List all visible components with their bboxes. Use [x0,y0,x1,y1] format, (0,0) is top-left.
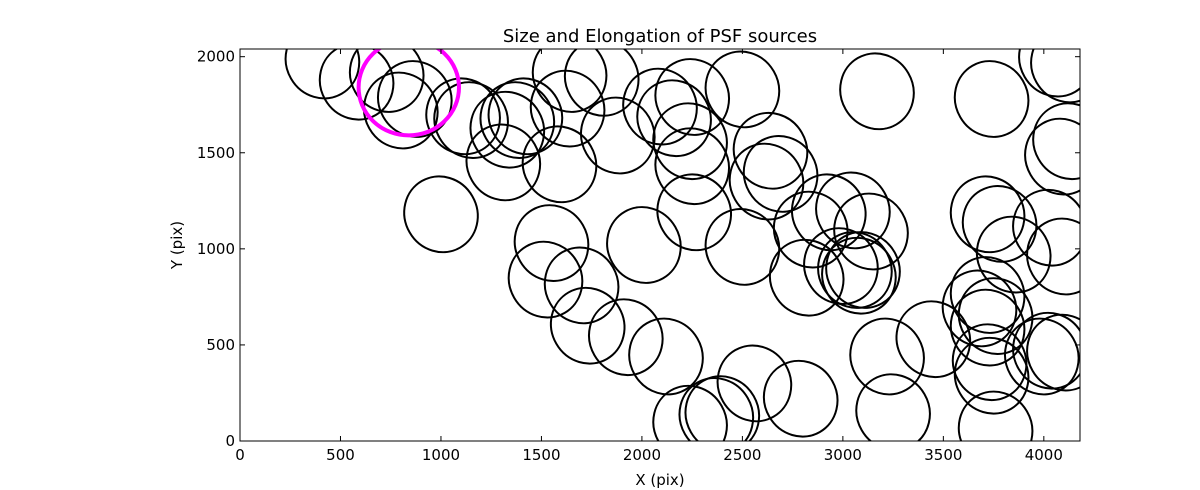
psf-source-ellipse [588,298,664,377]
psf-source-ellipse [704,50,781,129]
psf-source-ellipse [772,190,849,269]
psf-source-ellipse [348,49,425,113]
psf-source-ellipse [839,52,915,131]
psf-source-ellipse [652,384,728,441]
psf-source-ellipse [654,58,730,136]
x-tick-label: 2500 [723,446,761,464]
psf-source-ellipse [762,359,839,438]
psf-source-ellipse [622,67,698,146]
x-axis: 0 500 1000 1500 2000 2500 3000 3500 4000 [235,49,1063,464]
psf-source-ellipse [425,77,501,156]
psf-source-ellipse [716,344,793,423]
psf-source-ellipse [1026,217,1080,296]
x-tick-label: 3000 [824,446,862,464]
psf-source-ellipse [1026,313,1080,392]
x-tick-label: 4000 [1025,446,1063,464]
psf-source-ellipse [957,390,1034,441]
psf-source-ellipse [855,373,931,441]
y-axis-title: Y (pix) [168,221,186,270]
psf-source-ellipse [949,256,1026,334]
psf-source-ellipse [768,238,845,317]
psf-source-ellipse [531,49,608,113]
psf-source-ellipse [815,171,891,250]
psf-source-ellipse [284,49,361,100]
y-tick-label: 1000 [197,240,235,258]
psf-source-ellipse [825,231,901,309]
plot-frame [239,48,1081,442]
psf-source-ellipse [513,204,590,282]
psf-source-ellipse [549,286,626,365]
psf-source-ellipse [465,123,542,202]
x-axis-title: X (pix) [635,471,684,489]
y-tick-label: 500 [206,336,235,354]
psf-source-ellipse [318,49,395,121]
psf-source-ellipse [833,192,909,271]
y-tick-label: 0 [225,432,235,450]
x-tick-label: 0 [235,446,245,464]
psf-source-ellipse [821,236,897,315]
psf-source-ellipse [654,127,730,206]
psf-source-ellipse [1012,311,1080,390]
plot-area [284,49,1080,441]
psf-source-ellipse [656,173,732,252]
psf-source-ellipse [652,102,728,181]
psf-source-ellipse [1018,49,1080,98]
psf-source-ellipse [678,377,755,441]
psf-source-ellipse [636,79,712,158]
psf-source-ellipse [507,240,584,319]
psf-source-ellipse [1032,102,1080,181]
psf-source-ellipse [628,317,704,396]
psf-source-ellipse [543,246,620,325]
psf-source-ellipse [949,175,1026,254]
psf-source-ellipse [803,227,879,305]
psf-source-ellipse [1030,49,1080,104]
psf-source-ellipse [975,215,1052,294]
y-tick-label: 1500 [197,144,235,162]
psf-source-ellipse [521,125,598,204]
psf-source-ellipse [563,49,640,117]
psf-source-ellipse [580,96,656,175]
x-tick-label: 3500 [924,446,962,464]
psf-source-ellipse [941,269,1018,348]
psf-source-ellipse [433,81,509,159]
psf-source-ellipse [953,60,1030,138]
psf-source-ellipse [1012,188,1080,267]
psf-source-ellipse [1024,117,1080,196]
psf-source-ellipse [732,111,809,190]
y-tick-label: 2000 [197,48,235,66]
psf-source-ellipse [895,300,972,379]
chart-title: Size and Elongation of PSF sources [503,26,817,47]
y-axis: 0 500 1000 1500 2000 [197,48,1080,450]
psf-source-ellipse [849,317,925,396]
psf-source-ellipse [728,142,805,221]
x-tick-label: 1500 [522,446,560,464]
psf-source-ellipse [684,375,761,441]
x-tick-label: 2000 [623,446,661,464]
psf-source-ellipse [606,206,682,284]
x-tick-label: 1000 [422,446,460,464]
psf-source-ellipse [961,185,1038,263]
psf-source-ellipse [403,175,479,254]
psf-source-ellipse [953,336,1030,415]
highlighted-source-circle [356,49,461,138]
x-tick-label: 500 [326,446,355,464]
psf-source-ellipse [742,135,819,213]
psf-source-ellipse [487,77,564,156]
